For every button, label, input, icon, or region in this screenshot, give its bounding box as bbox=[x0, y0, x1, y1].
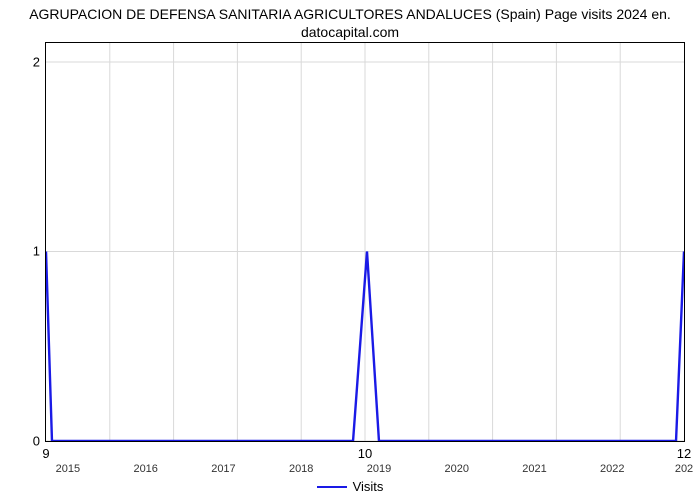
title-line-2: datocapital.com bbox=[301, 24, 399, 40]
x-tick-num-label: 9 bbox=[42, 446, 49, 461]
x-year-label: 2016 bbox=[133, 463, 157, 475]
x-year-label: 2017 bbox=[211, 463, 235, 475]
legend-label: Visits bbox=[353, 479, 384, 494]
x-tick-num-label: 12 bbox=[677, 446, 691, 461]
y-tick-label: 2 bbox=[33, 54, 40, 69]
title-line-1: AGRUPACION DE DEFENSA SANITARIA AGRICULT… bbox=[29, 6, 671, 22]
chart-title: AGRUPACION DE DEFENSA SANITARIA AGRICULT… bbox=[0, 6, 700, 41]
x-tick-num-label: 10 bbox=[358, 446, 372, 461]
x-year-label: 2021 bbox=[522, 463, 546, 475]
chart-container: AGRUPACION DE DEFENSA SANITARIA AGRICULT… bbox=[0, 0, 700, 500]
legend-swatch bbox=[317, 486, 347, 488]
x-year-label: 2015 bbox=[56, 463, 80, 475]
x-year-label: 202 bbox=[675, 463, 693, 475]
x-year-label: 2022 bbox=[600, 463, 624, 475]
y-tick-label: 0 bbox=[33, 434, 40, 449]
legend: Visits bbox=[0, 478, 700, 494]
x-year-label: 2020 bbox=[444, 463, 468, 475]
x-year-label: 2018 bbox=[289, 463, 313, 475]
plot-svg bbox=[46, 43, 684, 441]
x-year-label: 2019 bbox=[367, 463, 391, 475]
plot-area bbox=[45, 42, 685, 442]
y-tick-label: 1 bbox=[33, 244, 40, 259]
